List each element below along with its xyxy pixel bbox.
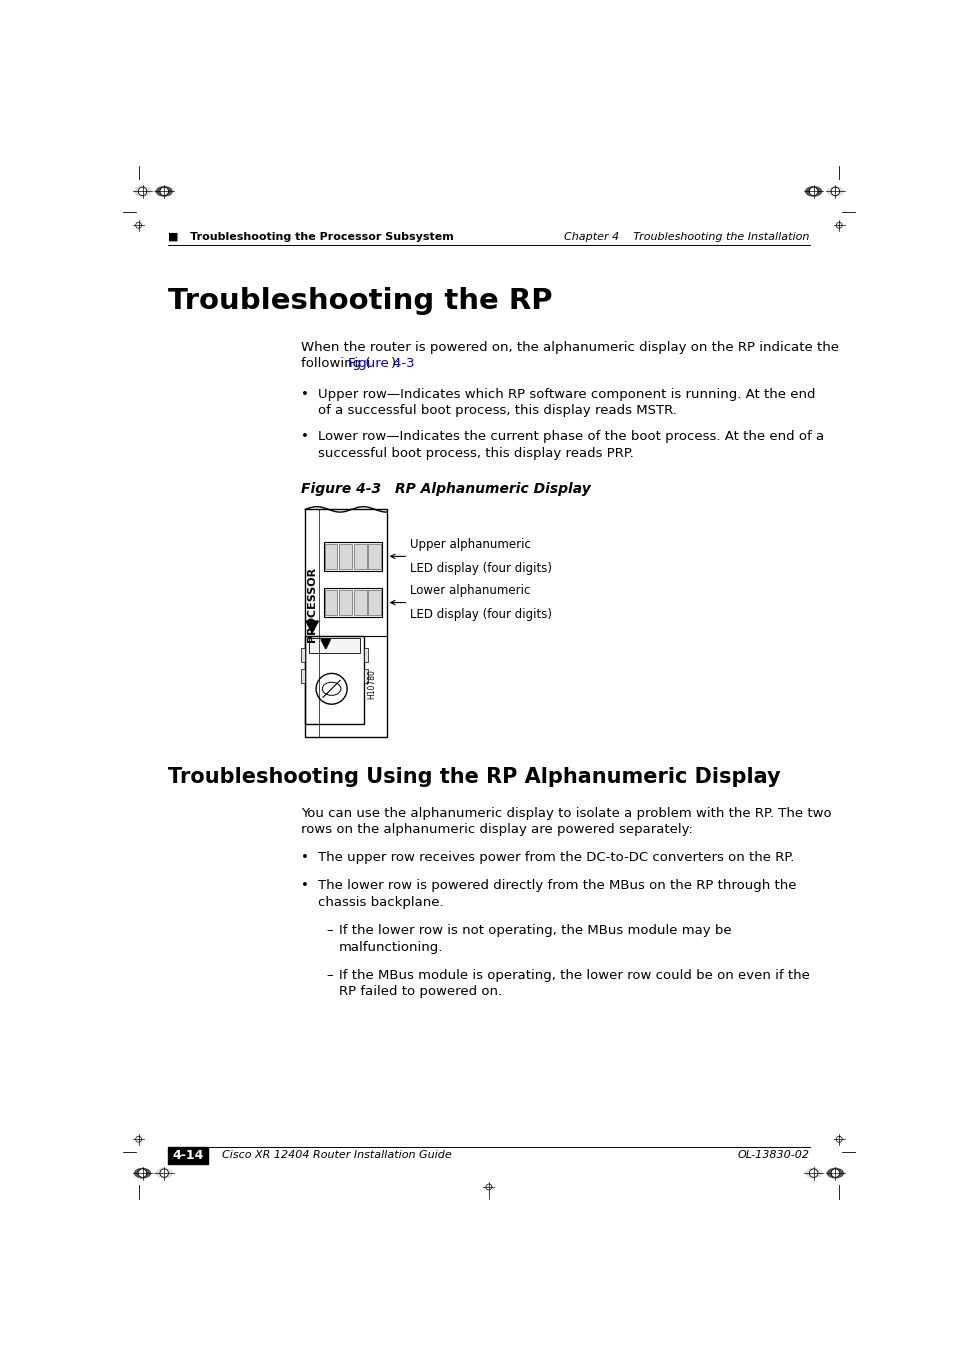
Bar — [309, 638, 359, 654]
Text: Lower row—Indicates the current phase of the boot process. At the end of a: Lower row—Indicates the current phase of… — [318, 430, 823, 443]
Text: Chapter 4    Troubleshooting the Installation: Chapter 4 Troubleshooting the Installati… — [564, 232, 809, 242]
Bar — [300, 648, 305, 662]
Text: Lower alphanumeric: Lower alphanumeric — [410, 584, 530, 597]
Text: OL-13830-02: OL-13830-02 — [737, 1151, 809, 1161]
Text: –: – — [326, 924, 333, 938]
Circle shape — [830, 188, 839, 196]
Bar — [300, 669, 305, 682]
Ellipse shape — [826, 186, 843, 197]
Ellipse shape — [804, 1167, 821, 1178]
Bar — [324, 590, 337, 615]
Ellipse shape — [155, 186, 172, 197]
Bar — [354, 590, 366, 615]
Bar — [354, 543, 366, 569]
Text: You can use the alphanumeric display to isolate a problem with the RP. The two: You can use the alphanumeric display to … — [301, 807, 831, 820]
Text: If the MBus module is operating, the lower row could be on even if the: If the MBus module is operating, the low… — [338, 969, 808, 982]
Text: 4-14: 4-14 — [172, 1148, 204, 1162]
Text: –: – — [326, 969, 333, 982]
Bar — [168, 1147, 208, 1165]
Bar — [368, 590, 380, 615]
Bar — [363, 648, 368, 662]
Text: •: • — [301, 388, 309, 401]
Text: •: • — [301, 430, 309, 443]
Bar — [339, 590, 352, 615]
Circle shape — [138, 1169, 147, 1177]
Bar — [323, 588, 381, 617]
Text: PROCESSOR: PROCESSOR — [307, 567, 317, 642]
Text: malfunctioning.: malfunctioning. — [338, 940, 442, 954]
Text: RP Alphanumeric Display: RP Alphanumeric Display — [355, 482, 590, 496]
Circle shape — [160, 188, 169, 196]
Text: ■   Troubleshooting the Processor Subsystem: ■ Troubleshooting the Processor Subsyste… — [168, 232, 454, 242]
Text: Figure 4-3: Figure 4-3 — [348, 357, 415, 370]
Text: •: • — [301, 851, 309, 865]
Text: LED display (four digits): LED display (four digits) — [410, 562, 551, 574]
Bar — [363, 669, 368, 682]
Text: Cisco XR 12404 Router Installation Guide: Cisco XR 12404 Router Installation Guide — [222, 1151, 452, 1161]
Ellipse shape — [826, 1167, 843, 1178]
Text: RP failed to powered on.: RP failed to powered on. — [338, 985, 501, 998]
Ellipse shape — [133, 186, 151, 197]
Ellipse shape — [155, 1167, 172, 1178]
Text: H10780: H10780 — [367, 670, 375, 700]
Bar — [305, 636, 363, 724]
Circle shape — [138, 188, 147, 196]
Bar — [339, 543, 352, 569]
Circle shape — [160, 1169, 169, 1177]
Text: Upper alphanumeric: Upper alphanumeric — [410, 538, 530, 551]
Text: The lower row is powered directly from the MBus on the RP through the: The lower row is powered directly from t… — [318, 880, 796, 893]
Text: The upper row receives power from the DC-to-DC converters on the RP.: The upper row receives power from the DC… — [318, 851, 794, 865]
Text: chassis backplane.: chassis backplane. — [318, 896, 443, 909]
Text: LED display (four digits): LED display (four digits) — [410, 608, 551, 621]
Text: Troubleshooting Using the RP Alphanumeric Display: Troubleshooting Using the RP Alphanumeri… — [168, 766, 780, 786]
Text: following (: following ( — [301, 357, 371, 370]
Circle shape — [808, 1169, 817, 1177]
Bar — [324, 543, 337, 569]
Bar — [323, 542, 381, 571]
Bar — [305, 509, 386, 736]
Circle shape — [830, 1169, 839, 1177]
Text: When the router is powered on, the alphanumeric display on the RP indicate the: When the router is powered on, the alpha… — [301, 340, 839, 354]
Text: rows on the alphanumeric display are powered separately:: rows on the alphanumeric display are pow… — [301, 823, 693, 836]
Ellipse shape — [133, 1167, 151, 1178]
Text: Figure 4-3: Figure 4-3 — [301, 482, 381, 496]
Text: Upper row—Indicates which RP software component is running. At the end: Upper row—Indicates which RP software co… — [318, 388, 815, 401]
Bar — [368, 543, 380, 569]
Circle shape — [808, 188, 817, 196]
Text: •: • — [301, 880, 309, 893]
Text: successful boot process, this display reads PRP.: successful boot process, this display re… — [318, 447, 634, 459]
Polygon shape — [306, 621, 318, 632]
Text: Troubleshooting the RP: Troubleshooting the RP — [168, 286, 552, 315]
Text: If the lower row is not operating, the MBus module may be: If the lower row is not operating, the M… — [338, 924, 730, 938]
Text: ):: ): — [391, 357, 400, 370]
Text: of a successful boot process, this display reads MSTR.: of a successful boot process, this displ… — [318, 404, 677, 417]
Polygon shape — [321, 639, 330, 648]
Ellipse shape — [804, 186, 821, 197]
